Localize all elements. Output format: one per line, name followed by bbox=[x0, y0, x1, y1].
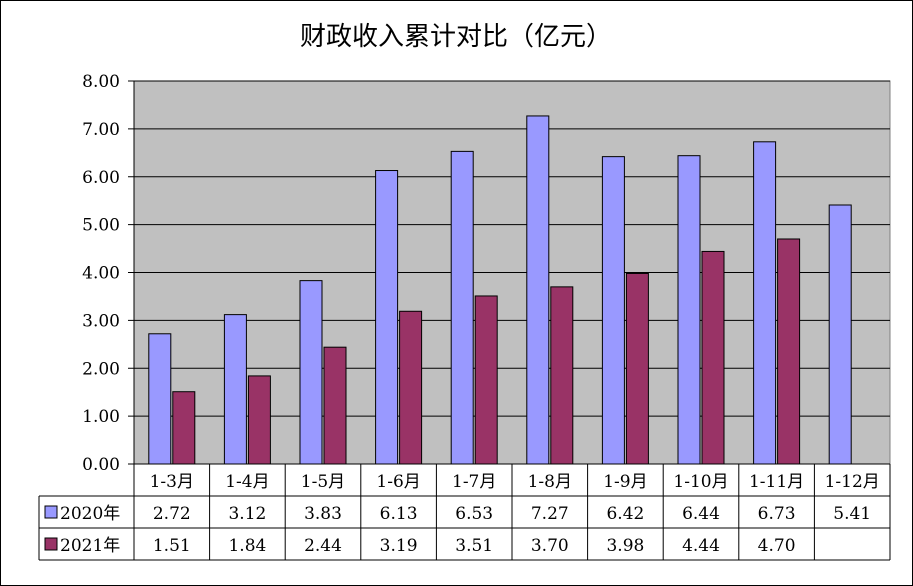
y-tick-label: 7.00 bbox=[82, 120, 120, 140]
bar-2021年-1-10月 bbox=[701, 250, 725, 465]
data-table-cell: 3.19 bbox=[380, 536, 418, 556]
bar-2020年-1-7月 bbox=[450, 150, 474, 465]
bar-2020年-1-3月 bbox=[148, 333, 172, 465]
x-tick-label: 1-11月 bbox=[749, 472, 804, 492]
y-tick-label: 2.00 bbox=[82, 359, 120, 379]
bar-2020年-1-11月 bbox=[753, 141, 777, 465]
x-tick-label: 1-9月 bbox=[603, 472, 647, 492]
bar-2021年-1-11月 bbox=[777, 238, 801, 465]
y-tick-label: 8.00 bbox=[82, 72, 120, 92]
data-table-cell: 1.84 bbox=[228, 536, 266, 556]
data-table-cell: 2.44 bbox=[304, 536, 342, 556]
data-table-cell: 4.70 bbox=[758, 536, 796, 556]
bar-2020年-1-5月 bbox=[299, 280, 323, 465]
legend-label: 2020年 bbox=[60, 504, 120, 524]
bar-2020年-1-8月 bbox=[526, 115, 550, 465]
data-table-cell: 5.41 bbox=[833, 504, 871, 524]
data-table-cell: 3.70 bbox=[531, 536, 569, 556]
data-table-cell: 7.27 bbox=[531, 504, 569, 524]
data-table-cell: 3.12 bbox=[228, 504, 266, 524]
y-tick-label: 0.00 bbox=[82, 455, 120, 475]
data-table-cell: 6.42 bbox=[606, 504, 644, 524]
bar-2021年-1-8月 bbox=[550, 286, 574, 465]
data-table-cell: 3.98 bbox=[606, 536, 644, 556]
x-tick-label: 1-7月 bbox=[452, 472, 496, 492]
y-tick-label: 3.00 bbox=[82, 311, 120, 331]
bar-2020年-1-6月 bbox=[375, 170, 399, 465]
data-table-cell: 6.53 bbox=[455, 504, 493, 524]
bar-2021年-1-4月 bbox=[247, 375, 271, 465]
x-tick-label: 1-4月 bbox=[225, 472, 269, 492]
chart-title: 财政收入累计对比（亿元） bbox=[300, 22, 612, 52]
bar-2020年-1-4月 bbox=[223, 314, 247, 465]
x-tick-label: 1-3月 bbox=[150, 472, 194, 492]
x-tick-label: 1-8月 bbox=[528, 472, 572, 492]
data-table-cell: 4.44 bbox=[682, 536, 720, 556]
bar-2021年-1-6月 bbox=[399, 310, 423, 465]
legend-label: 2021年 bbox=[60, 536, 120, 556]
bar-2021年-1-3月 bbox=[172, 391, 196, 465]
y-tick-label: 5.00 bbox=[82, 216, 120, 236]
x-tick-label: 1-12月 bbox=[825, 472, 880, 492]
bar-2021年-1-7月 bbox=[474, 295, 498, 465]
legend-swatch-2021年 bbox=[44, 537, 58, 551]
bar-2021年-1-9月 bbox=[625, 272, 649, 465]
data-table-cell: 3.83 bbox=[304, 504, 342, 524]
legend-swatch-2020年 bbox=[44, 505, 58, 519]
data-table-cell: 3.51 bbox=[455, 536, 493, 556]
bar-2020年-1-9月 bbox=[601, 156, 625, 465]
data-table-cell: 6.13 bbox=[380, 504, 418, 524]
data-table-cell: 2.72 bbox=[153, 504, 191, 524]
x-tick-label: 1-6月 bbox=[376, 472, 420, 492]
x-tick-label: 1-5月 bbox=[301, 472, 345, 492]
x-tick-label: 1-10月 bbox=[673, 472, 728, 492]
bar-2020年-1-12月 bbox=[828, 204, 852, 465]
data-table-cell: 6.44 bbox=[682, 504, 720, 524]
data-table-cell: 6.73 bbox=[758, 504, 796, 524]
y-tick-label: 4.00 bbox=[82, 264, 120, 284]
bar-2021年-1-5月 bbox=[323, 346, 347, 465]
bar-2020年-1-10月 bbox=[677, 155, 701, 465]
data-table-cell: 1.51 bbox=[153, 536, 191, 556]
y-tick-label: 6.00 bbox=[82, 168, 120, 188]
y-tick-label: 1.00 bbox=[82, 407, 120, 427]
